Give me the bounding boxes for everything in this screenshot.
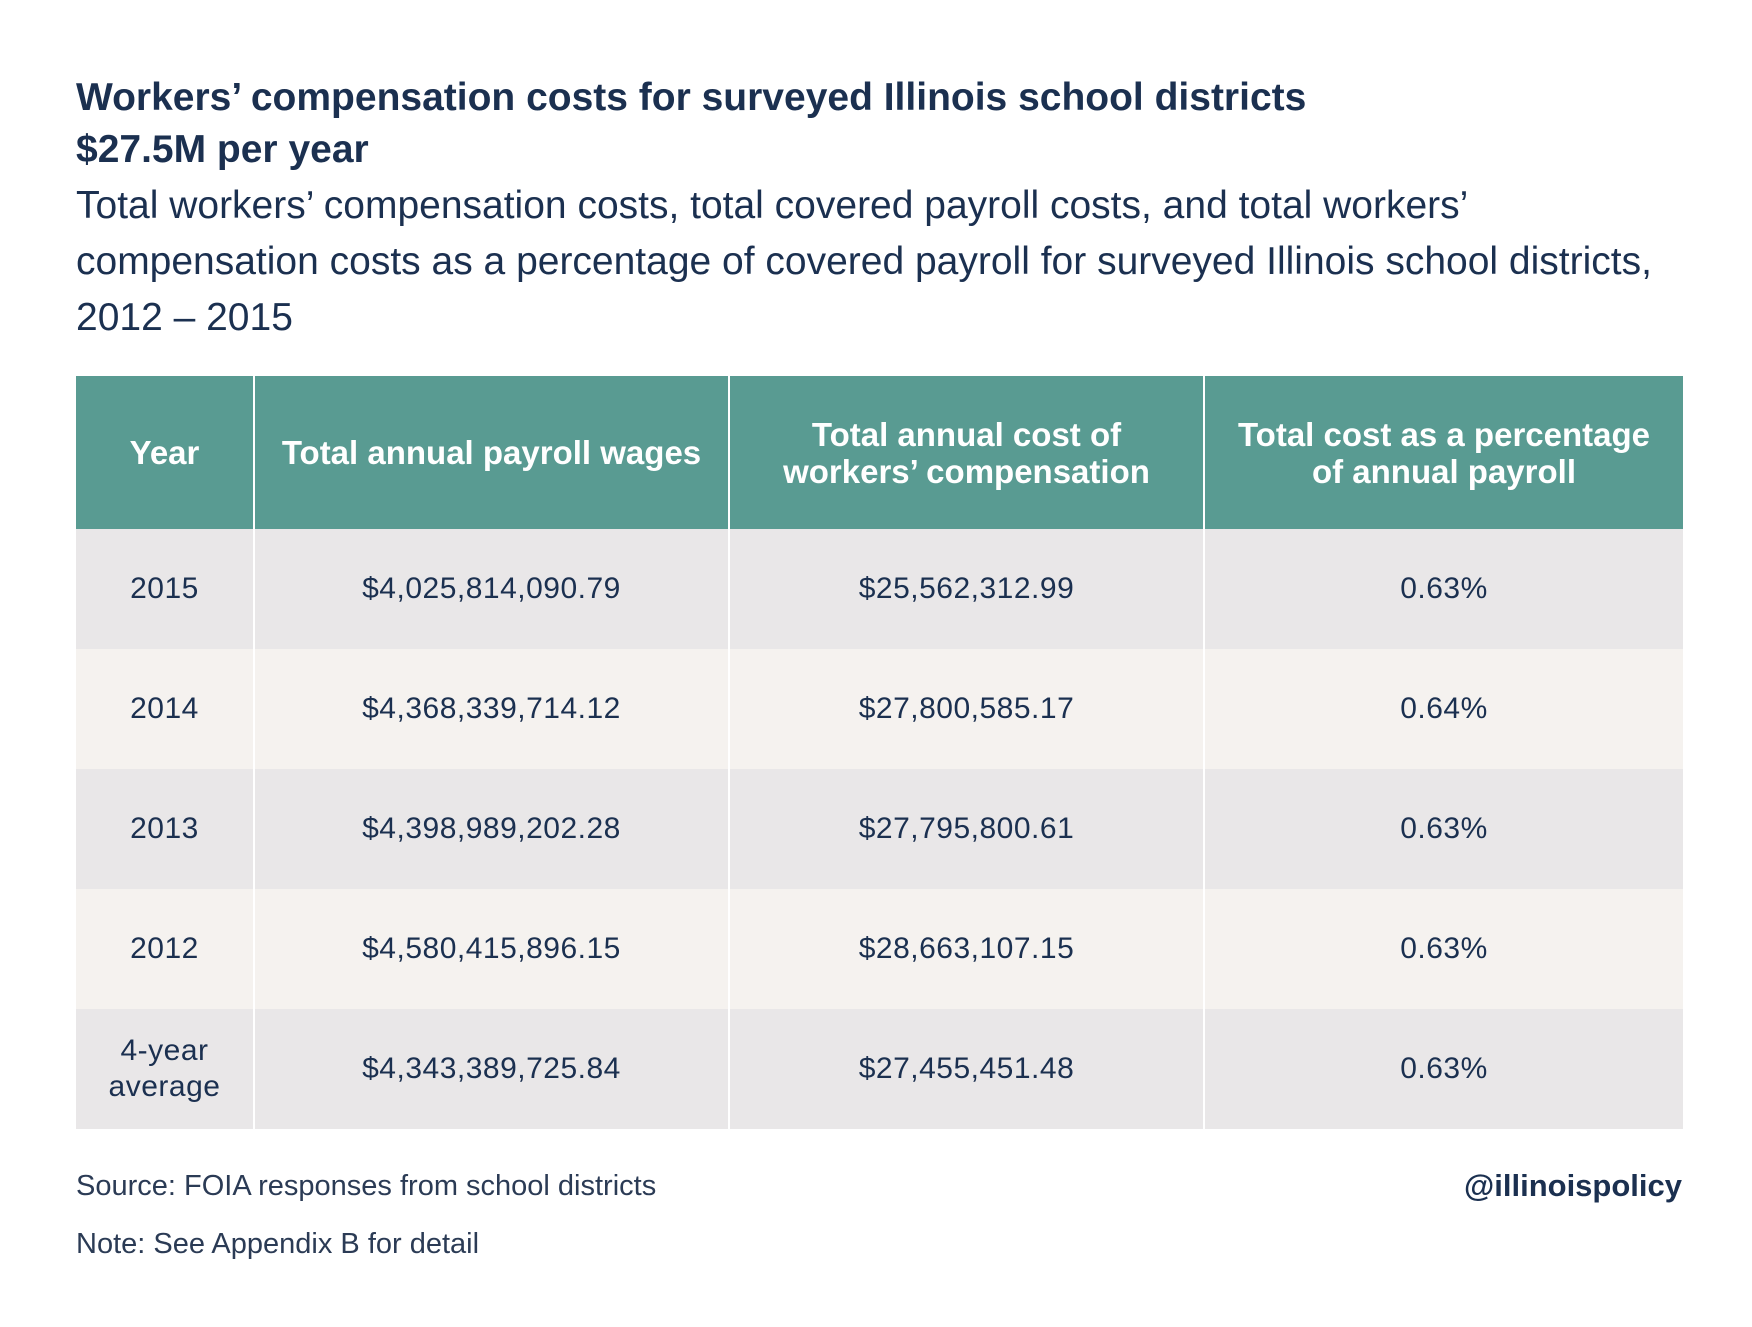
chart-title-line2: $27.5M per year xyxy=(76,128,369,171)
table-cell-payroll: $4,368,339,714.12 xyxy=(254,649,730,769)
table-row: 2014 $4,368,339,714.12 $27,800,585.17 0.64% xyxy=(76,649,1683,769)
table-header-row: Year Total annual payroll wages Total an… xyxy=(76,376,1683,529)
table-row: 4-year average $4,343,389,725.84 $27,455,4… xyxy=(76,1009,1683,1129)
data-table-wrapper: Year Total annual payroll wages Total an… xyxy=(76,376,1683,1129)
chart-header: Workers’ compensation costs for surveyed… xyxy=(76,72,1676,346)
data-table: Year Total annual payroll wages Total an… xyxy=(76,376,1683,1129)
table-cell-percent: 0.64% xyxy=(1204,649,1683,769)
table-cell-year: 2013 xyxy=(76,769,255,889)
table-cell-cost: $27,455,451.48 xyxy=(729,1009,1205,1129)
chart-title-line1: Workers’ compensation costs for surveyed… xyxy=(76,76,1307,119)
table-cell-cost: $28,663,107.15 xyxy=(729,889,1205,1009)
column-header-year: Year xyxy=(76,376,255,529)
table-cell-year: 2012 xyxy=(76,889,255,1009)
social-handle: @illinoispolicy xyxy=(1464,1168,1682,1203)
column-header-cost: Total annual cost of workers’ compensati… xyxy=(729,376,1205,529)
table-cell-year: 2015 xyxy=(76,529,255,649)
table-cell-payroll: $4,398,989,202.28 xyxy=(254,769,730,889)
table-cell-percent: 0.63% xyxy=(1204,1009,1683,1129)
table-body: 2015 $4,025,814,090.79 $25,562,312.99 0.63%… xyxy=(76,529,1683,1129)
table-cell-payroll: $4,025,814,090.79 xyxy=(254,529,730,649)
table-cell-year: 2014 xyxy=(76,649,255,769)
table-cell-percent: 0.63% xyxy=(1204,769,1683,889)
column-header-payroll: Total annual payroll wages xyxy=(254,376,730,529)
table-cell-percent: 0.63% xyxy=(1204,889,1683,1009)
table-cell-cost: $25,562,312.99 xyxy=(729,529,1205,649)
appendix-note: Note: See Appendix B for detail xyxy=(76,1228,480,1260)
table-cell-cost: $27,800,585.17 xyxy=(729,649,1205,769)
table-cell-year: 4-year average xyxy=(76,1009,255,1129)
table-cell-payroll: $4,580,415,896.15 xyxy=(254,889,730,1009)
column-header-percent: Total cost as a percentage of annual pay… xyxy=(1204,376,1683,529)
table-cell-cost: $27,795,800.61 xyxy=(729,769,1205,889)
table-row: 2012 $4,580,415,896.15 $28,663,107.15 0.63% xyxy=(76,889,1683,1009)
table-cell-payroll: $4,343,389,725.84 xyxy=(254,1009,730,1129)
chart-subtitle: Total workers’ compensation costs, total… xyxy=(76,184,1652,339)
source-note: Source: FOIA responses from school distr… xyxy=(76,1170,657,1202)
table-cell-percent: 0.63% xyxy=(1204,529,1683,649)
table-row: 2013 $4,398,989,202.28 $27,795,800.61 0.63% xyxy=(76,769,1683,889)
table-row: 2015 $4,025,814,090.79 $25,562,312.99 0.63% xyxy=(76,529,1683,649)
